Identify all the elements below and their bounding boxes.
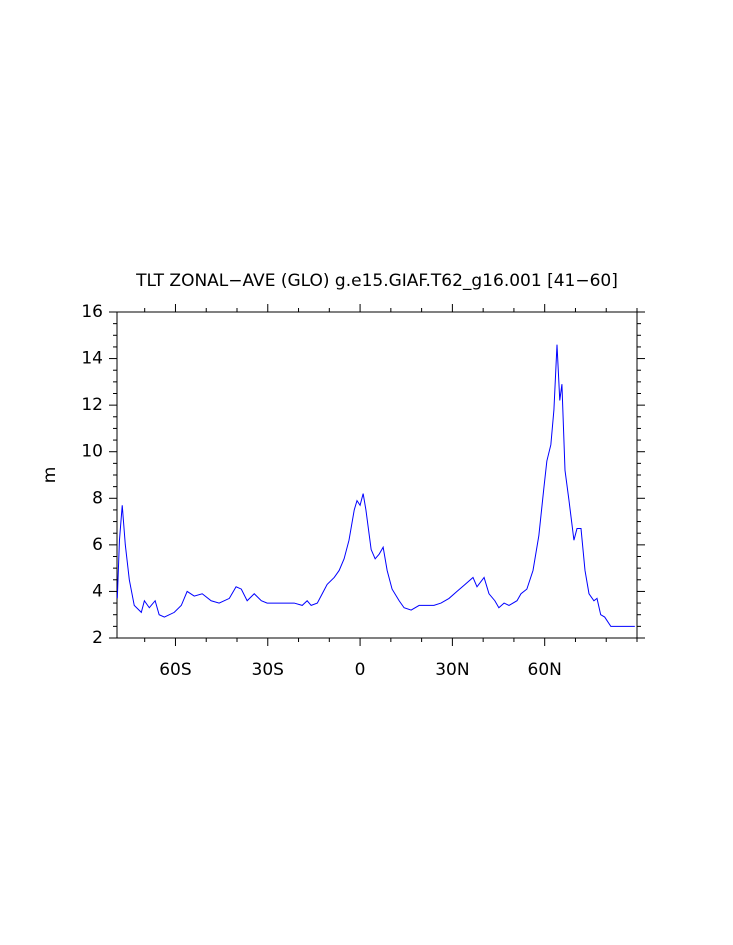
y-axis-label: m — [40, 467, 60, 484]
y-tick-label: 12 — [81, 395, 103, 415]
y-tick-label: 2 — [92, 628, 103, 648]
y-tick-label: 14 — [81, 349, 103, 369]
x-tick-label: 0 — [355, 660, 366, 680]
y-tick-label: 16 — [81, 302, 103, 322]
y-tick-label: 8 — [92, 488, 103, 508]
x-tick-label: 60S — [159, 660, 191, 680]
plot-frame — [116, 311, 638, 639]
chart-title: TLT ZONAL−AVE (GLO) g.e15.GIAF.T62_g16.0… — [135, 271, 618, 291]
data-line — [116, 344, 635, 627]
x-tick-label: 60N — [528, 660, 562, 680]
y-tick-label: 10 — [81, 442, 103, 462]
y-tick-label: 4 — [92, 581, 103, 601]
x-tick-label: 30S — [252, 660, 284, 680]
x-tick-label: 30N — [435, 660, 469, 680]
y-tick-label: 6 — [92, 535, 103, 555]
